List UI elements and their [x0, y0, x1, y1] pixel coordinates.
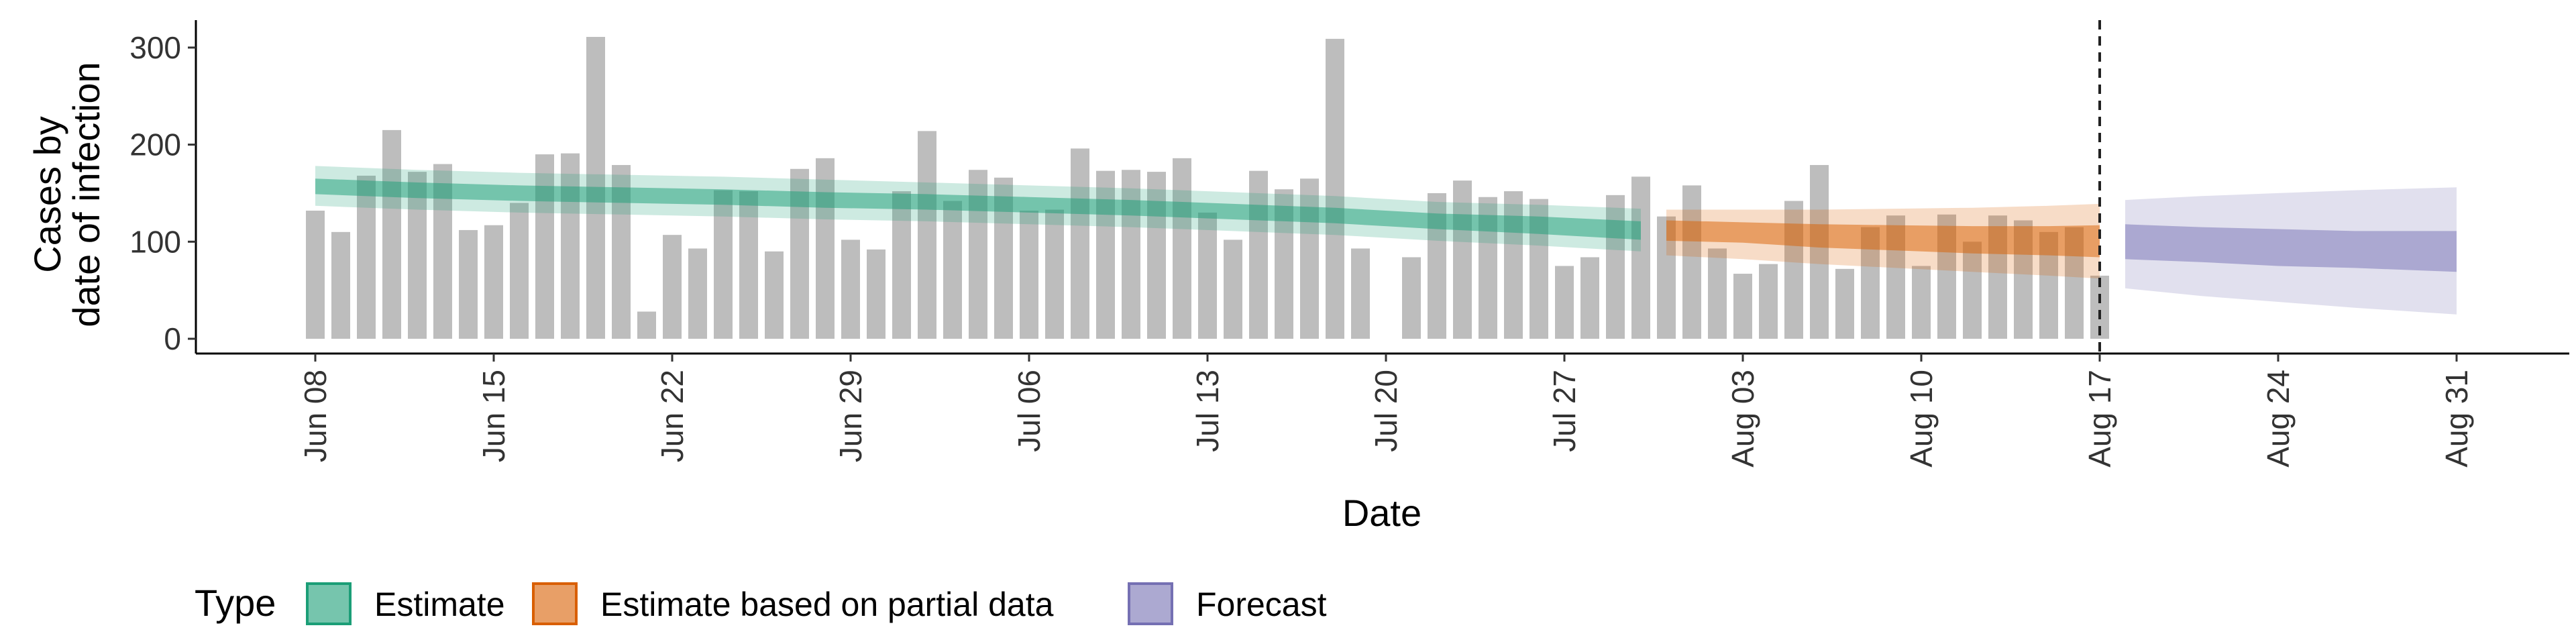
x-tick-label: Jul 20	[1368, 370, 1403, 452]
y-axis-title-line1: Cases by	[26, 116, 68, 272]
legend-key-forecast	[1128, 582, 1173, 625]
bar	[1810, 164, 1829, 339]
y-tick-label: 100	[129, 224, 181, 259]
x-tick-label: Jul 13	[1190, 370, 1225, 452]
x-tick-label: Jun 15	[476, 370, 511, 462]
bar	[688, 248, 707, 339]
bar	[510, 203, 529, 339]
bar	[1045, 209, 1064, 339]
bar	[918, 131, 936, 339]
bar	[484, 225, 503, 339]
bar	[1580, 257, 1599, 339]
bar	[1708, 248, 1727, 339]
bar	[892, 191, 911, 339]
axes	[195, 20, 2569, 355]
legend-key-estimate	[306, 582, 352, 625]
forecast-inner-band	[2125, 224, 2457, 272]
x-tick-label: Jun 08	[298, 370, 333, 462]
x-tick-label: Aug 03	[1725, 370, 1760, 468]
bar	[1402, 257, 1421, 339]
legend-title: Type	[195, 582, 276, 624]
x-tick-label: Jul 06	[1012, 370, 1046, 452]
y-tick-label: 300	[129, 30, 181, 65]
bar	[331, 231, 350, 339]
legend-key-estimate-based-on-partial-data	[532, 582, 578, 625]
bar	[535, 154, 554, 339]
x-tick-label: Aug 17	[2082, 370, 2117, 468]
bar	[357, 175, 376, 339]
bar	[867, 249, 885, 339]
y-ticks: 0 100 200 300	[129, 30, 196, 356]
x-tick-label: Aug 10	[1904, 370, 1939, 468]
bar	[1300, 178, 1319, 339]
bar	[1326, 38, 1344, 339]
bars-layer	[306, 36, 2109, 339]
legend: Type Estimate Estimate based on partial da…	[195, 582, 1327, 625]
bar	[382, 129, 401, 339]
bar	[1759, 264, 1778, 339]
bar	[1020, 210, 1038, 339]
bands-layer	[315, 166, 2457, 315]
bar	[1555, 266, 1574, 339]
bar	[459, 229, 478, 339]
bar	[1631, 176, 1650, 339]
bar	[1173, 158, 1191, 339]
x-tick-label: Jul 27	[1547, 370, 1582, 452]
bar	[663, 235, 682, 339]
x-axis-title: Date	[1342, 492, 1421, 534]
bar	[1249, 170, 1268, 339]
bar	[1147, 172, 1166, 339]
bar	[1835, 268, 1854, 339]
y-tick-label: 0	[164, 321, 181, 356]
bar	[1963, 241, 1982, 339]
y-axis-title-line2: date of infection	[65, 62, 107, 327]
bar	[841, 239, 860, 339]
x-tick-label: Jun 22	[655, 370, 690, 462]
bar	[1453, 180, 1472, 339]
x-tick-label: Jun 29	[833, 370, 868, 462]
estimate-based-on-partial-data-inner-band	[1666, 220, 2100, 258]
estimate-inner-band	[315, 178, 1641, 240]
bar	[1733, 274, 1752, 339]
bar	[1606, 195, 1625, 339]
x-ticks: Jun 08 Jun 15 Jun 22 Jun 29 Jul 06 Jul 13 Jul …	[298, 354, 2474, 468]
x-tick-label: Aug 24	[2261, 370, 2296, 468]
bar	[943, 201, 962, 339]
bar	[1682, 185, 1701, 339]
bar	[765, 251, 784, 339]
legend-label-forecast: Forecast	[1196, 586, 1327, 623]
bar	[1351, 248, 1370, 339]
bar	[1096, 170, 1115, 339]
bar	[1224, 239, 1242, 339]
x-tick-label: Aug 31	[2439, 370, 2474, 468]
bar	[739, 191, 758, 339]
bar	[816, 158, 835, 339]
legend-label-estimate-based-on-partial-data: Estimate based on partial data	[600, 586, 1054, 623]
legend-label-estimate: Estimate	[374, 586, 505, 623]
bar	[1122, 170, 1140, 339]
y-tick-label: 200	[129, 127, 181, 162]
bar	[408, 172, 427, 339]
bar	[306, 210, 325, 339]
bar	[1912, 266, 1931, 339]
bar	[637, 311, 656, 339]
bar	[1071, 148, 1089, 339]
bar	[561, 153, 580, 339]
bar	[714, 190, 733, 339]
bar	[1198, 212, 1217, 339]
